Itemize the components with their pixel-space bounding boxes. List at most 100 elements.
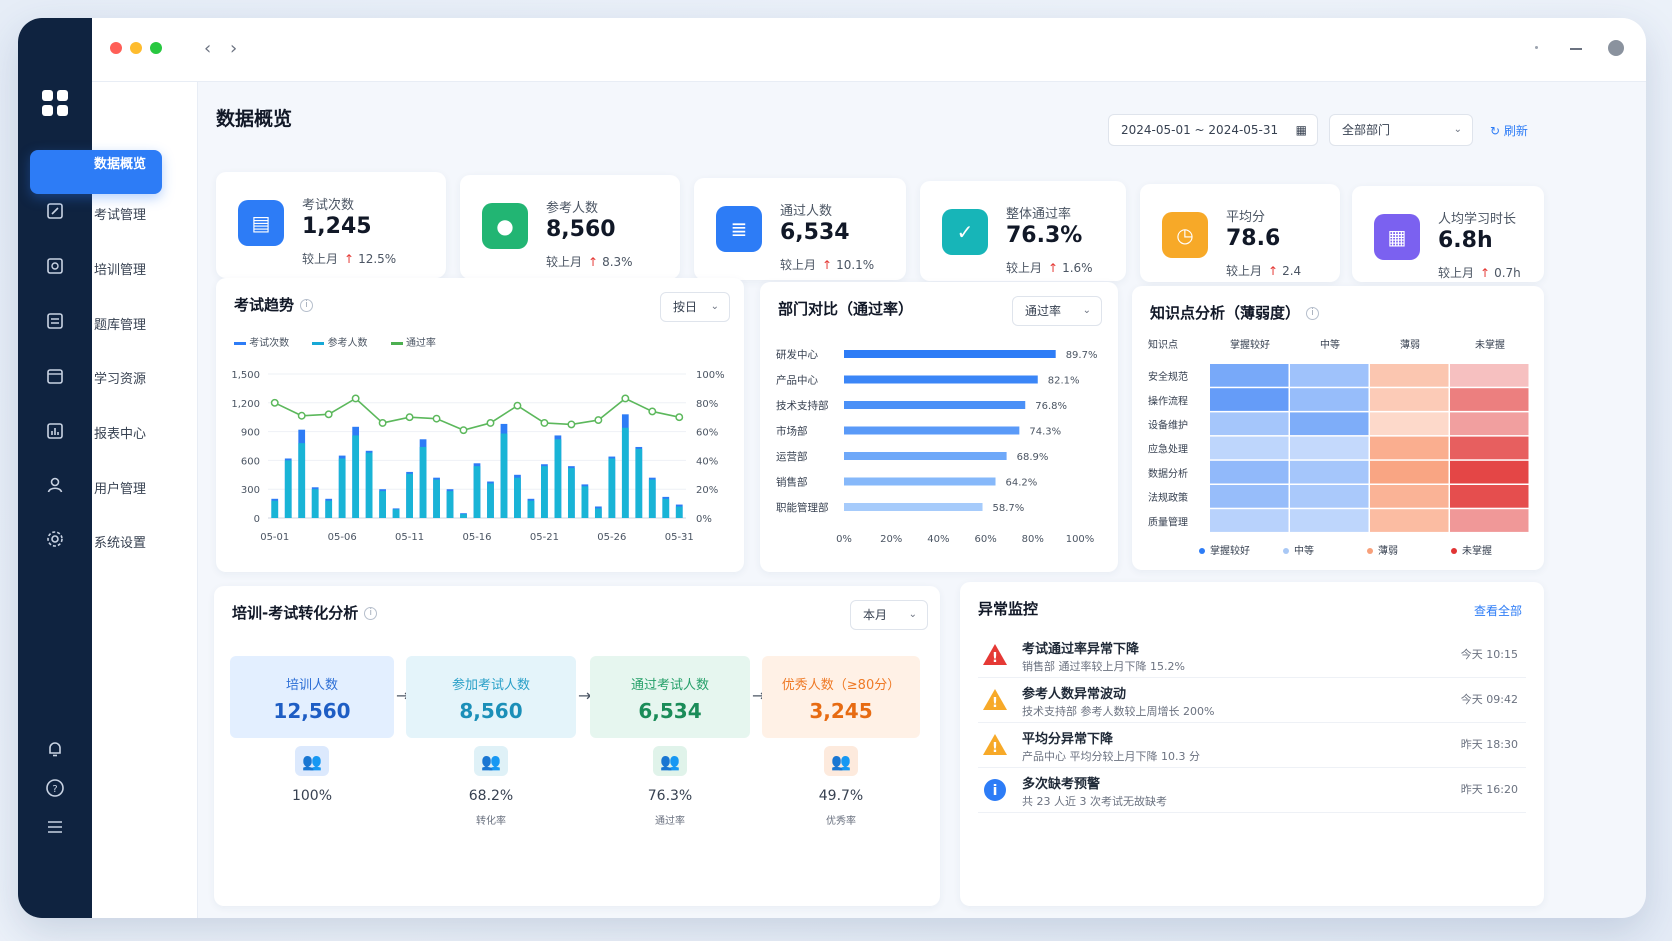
window-minimize-icon[interactable] xyxy=(1570,48,1582,50)
heatmap-cell xyxy=(1290,412,1369,436)
pass-rate-point xyxy=(567,420,576,429)
kpi-change-value: 8.3% xyxy=(602,255,633,269)
legend-pass-rate: 通过率 xyxy=(405,338,436,349)
dept-bar xyxy=(844,375,1038,384)
gear-icon[interactable] xyxy=(42,526,68,552)
sidebar-item-overview-active[interactable] xyxy=(30,150,162,194)
dept-label: 市场部 xyxy=(776,425,808,438)
alert-item[interactable]: ! 参考人数异常波动 技术支持部 参考人数较上周增长 200% 今天 09:42 xyxy=(978,679,1526,723)
dept-label: 职能管理部 xyxy=(776,501,829,514)
bar-participants xyxy=(662,498,670,518)
y2-tick-label: 100% xyxy=(696,370,725,381)
heatmap-cell xyxy=(1370,388,1449,411)
dept-x-tick: 0% xyxy=(836,534,852,545)
trend-period-value: 按日 xyxy=(673,300,698,314)
sidebar-item-overview[interactable]: 数据概览 xyxy=(94,157,147,172)
pass-rate-point xyxy=(621,394,630,403)
chevron-down-icon: ⌄ xyxy=(1453,124,1462,135)
sidebar-item-training[interactable]: 培训管理 xyxy=(94,263,147,278)
alert-item[interactable]: ! 考试通过率异常下降 销售部 通过率较上月下降 15.2% 今天 10:15 xyxy=(978,634,1526,678)
avatar[interactable] xyxy=(1608,40,1624,56)
heatmap-legend-dot xyxy=(1199,548,1205,554)
dept-label: 研发中心 xyxy=(776,348,818,361)
pass-rate-point xyxy=(513,401,522,410)
kpi-label: 考试次数 xyxy=(302,198,355,213)
funnel-stage: 参加考试人数 8,560 xyxy=(406,656,576,738)
report-icon[interactable] xyxy=(42,418,68,444)
view-all-link[interactable]: 查看全部 xyxy=(1473,604,1522,618)
funnel-period-select[interactable]: 本月 ⌄ xyxy=(850,600,928,630)
pass-rate-point xyxy=(594,416,603,425)
info-icon[interactable]: i xyxy=(300,299,314,312)
bar-participants xyxy=(500,433,508,518)
funnel-stage-note: 通过率 xyxy=(655,816,685,827)
minimize-window-button[interactable] xyxy=(130,42,142,54)
kpi-card: ◷ 平均分 78.6 较上月 ↑ 2.4 xyxy=(1140,184,1340,282)
alert-title: 多次缺考预警 xyxy=(1022,777,1101,792)
kpi-value: 76.3% xyxy=(1006,223,1083,248)
dept-bar xyxy=(844,477,996,486)
bar-participants xyxy=(514,477,521,518)
sidebar-item-question-bank[interactable]: 题库管理 xyxy=(94,318,147,333)
funnel-stage-value: 12,560 xyxy=(273,699,351,723)
help-icon[interactable]: ? xyxy=(42,775,68,801)
heatmap-column-label: 未掌握 xyxy=(1475,338,1505,351)
close-window-button[interactable] xyxy=(110,42,122,54)
funnel-stage-value: 6,534 xyxy=(638,699,702,723)
dept-label: 技术支持部 xyxy=(776,399,829,412)
y-tick-label: 1,500 xyxy=(231,370,260,381)
heatmap-row-label: 安全规范 xyxy=(1148,370,1188,383)
sidebar-item-reports[interactable]: 报表中心 xyxy=(94,427,147,442)
edit-icon[interactable] xyxy=(42,198,68,224)
x-tick-label: 05-31 xyxy=(665,532,694,543)
bar-participants xyxy=(338,458,346,518)
refresh-button[interactable]: ↻ 刷新 xyxy=(1490,122,1528,139)
heatmap-cell xyxy=(1450,460,1529,484)
maximize-window-button[interactable] xyxy=(150,42,162,54)
alert-time: 今天 10:15 xyxy=(1460,648,1518,661)
bar-participants xyxy=(581,486,589,518)
sidebar-item-resources[interactable]: 学习资源 xyxy=(94,372,147,387)
heatmap-cell xyxy=(1210,412,1289,436)
pass-rate-point xyxy=(270,398,279,407)
heatmap-cell xyxy=(1370,460,1449,484)
sidebar-item-users[interactable]: 用户管理 xyxy=(94,482,147,497)
forward-arrow-icon[interactable]: › xyxy=(230,38,238,59)
bar-participants xyxy=(473,466,481,518)
folder-icon[interactable] xyxy=(42,363,68,389)
trend-period-select[interactable]: 按日 ⌄ xyxy=(660,292,730,322)
alert-item[interactable]: i 多次缺考预警共 23 人近 3 次考试无故缺考 昨天 16:20 xyxy=(978,769,1526,813)
question-bank-icon[interactable] xyxy=(42,308,68,334)
info-icon[interactable]: i xyxy=(364,607,378,620)
menu-icon[interactable] xyxy=(42,814,68,840)
bell-icon[interactable] xyxy=(42,736,68,762)
department-select[interactable]: 全部部门 ⌄ xyxy=(1329,114,1473,146)
user-icon[interactable] xyxy=(42,472,68,498)
calendar-icon: ▦ xyxy=(1295,123,1307,137)
date-range-picker[interactable]: 2024-05-01 ~ 2024-05-31 ▦ xyxy=(1108,114,1318,146)
heatmap-row-label: 法规政策 xyxy=(1148,491,1188,504)
heatmap-legend-dot xyxy=(1283,548,1289,554)
y2-tick-label: 20% xyxy=(696,485,718,496)
training-icon[interactable] xyxy=(42,253,68,279)
svg-text:!: ! xyxy=(992,651,998,666)
dept-metric-select[interactable]: 通过率 ⌄ xyxy=(1012,296,1102,326)
date-range-value: 2024-05-01 ~ 2024-05-31 xyxy=(1121,123,1279,137)
sidebar-item-settings[interactable]: 系统设置 xyxy=(94,536,147,551)
bar-participants xyxy=(419,446,427,518)
document-icon: ≣ xyxy=(716,206,762,252)
info-icon[interactable]: i xyxy=(1306,307,1320,320)
kpi-value: 1,245 xyxy=(302,214,372,239)
heatmap-legend-dot xyxy=(1367,548,1373,554)
more-dot-icon[interactable] xyxy=(1535,46,1538,49)
kpi-card: ✓ 整体通过率 76.3% 较上月 ↑ 1.6% xyxy=(920,181,1126,281)
heatmap-cell xyxy=(1450,485,1529,508)
legend-exams: 考试次数 xyxy=(249,338,290,349)
kpi-value: 6,534 xyxy=(780,220,850,245)
alert-item[interactable]: ! 平均分异常下降 产品中心 平均分较上月下降 10.3 分 昨天 18:30 xyxy=(978,724,1526,768)
chevron-down-icon: ⌄ xyxy=(1082,305,1091,316)
dept-chart: 研发中心 89.7% 产品中心 82.1% 技术支持部 76.8% 市场部 74.3% 运营部 6… xyxy=(776,348,1097,545)
sidebar-item-exam[interactable]: 考试管理 xyxy=(94,208,147,223)
heatmap-cell xyxy=(1210,460,1289,484)
back-arrow-icon[interactable]: ‹ xyxy=(204,38,212,59)
